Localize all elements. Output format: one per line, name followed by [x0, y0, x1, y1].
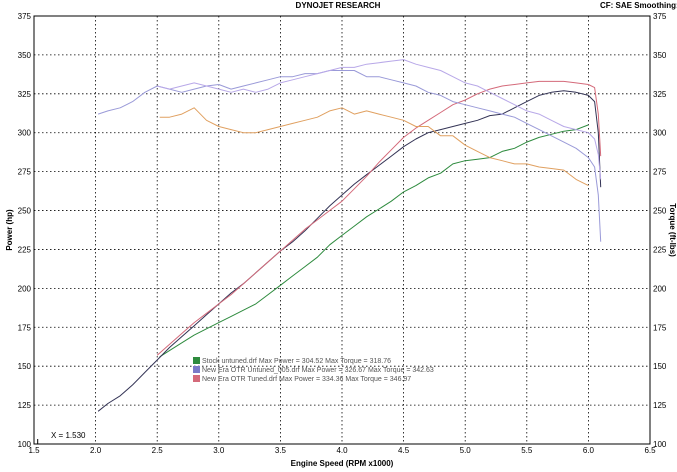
y-tick-label-left: 175 [18, 323, 32, 332]
y-tick-label-right: 200 [653, 284, 667, 293]
y-tick-label-right: 100 [653, 440, 667, 449]
cursor-readout: X = 1.530 [51, 431, 86, 440]
series-line-power-0 [159, 124, 589, 358]
y-tick-label-left: 375 [18, 12, 32, 21]
x-tick-label: 1.5 [28, 446, 40, 455]
x-tick-label: 3.0 [213, 446, 225, 455]
legend-swatch [193, 357, 200, 364]
y-tick-label-left: 250 [18, 207, 32, 216]
y-tick-label-left: 275 [18, 168, 32, 177]
x-tick-label: 4.5 [398, 446, 410, 455]
y-tick-label-right: 150 [653, 362, 667, 371]
x-axis-title: Engine Speed (RPM x1000) [291, 459, 394, 468]
y-axis-right-title: Torque (ft-lbs) [668, 203, 677, 257]
y-tick-label-right: 250 [653, 207, 667, 216]
x-tick-label: 2.0 [90, 446, 102, 455]
x-tick-label: 6.0 [583, 446, 595, 455]
y-tick-label-right: 275 [653, 168, 667, 177]
series-line-torque-2 [157, 59, 602, 180]
series-line-torque-1 [97, 70, 602, 242]
y-tick-label-left: 200 [18, 284, 32, 293]
x-tick-label: 5.5 [521, 446, 533, 455]
y-tick-label-left: 100 [18, 440, 32, 449]
y-tick-label-right: 350 [653, 51, 667, 60]
y-tick-label-left: 225 [18, 245, 32, 254]
x-tick-label: 3.5 [275, 446, 287, 455]
legend-swatch [193, 375, 200, 382]
y-tick-label-right: 225 [653, 245, 667, 254]
series-group [97, 59, 602, 412]
grid-lines [34, 16, 650, 444]
y-tick-label-right: 375 [653, 12, 667, 21]
y-axis-left-title: Power (hp) [5, 209, 14, 251]
y-tick-label-left: 350 [18, 51, 32, 60]
legend-entry: New Era OTR Tuned.drf Max Power = 334.36… [202, 376, 411, 383]
y-tick-label-right: 325 [653, 90, 667, 99]
legend-swatch [193, 366, 200, 373]
y-tick-label-left: 300 [18, 129, 32, 138]
x-tick-label: 2.5 [152, 446, 164, 455]
chart-header-info: CF: SAE Smoothing: 5 [600, 1, 677, 10]
x-tick-label: 4.0 [336, 446, 348, 455]
chart-header-title: DYNOJET RESEARCH [296, 1, 381, 10]
y-tick-label-right: 175 [653, 323, 667, 332]
series-line-power-2 [156, 80, 602, 356]
y-tick-label-left: 325 [18, 90, 32, 99]
y-tick-label-left: 125 [18, 401, 32, 410]
y-tick-label-right: 125 [653, 401, 667, 410]
legend-entry: New Era OTR Untuned_005.drf Max Power = … [202, 367, 434, 374]
x-tick-label: 6.5 [644, 446, 656, 455]
y-tick-label-right: 300 [653, 129, 667, 138]
legend-entry: Stock untuned.drf Max Power = 304.52 Max… [202, 358, 391, 365]
x-tick-label: 5.0 [460, 446, 472, 455]
series-line-torque-0 [159, 107, 589, 187]
y-tick-label-left: 150 [18, 362, 32, 371]
series-line-power-1 [97, 90, 602, 412]
legend: Stock untuned.drf Max Power = 304.52 Max… [193, 357, 434, 383]
